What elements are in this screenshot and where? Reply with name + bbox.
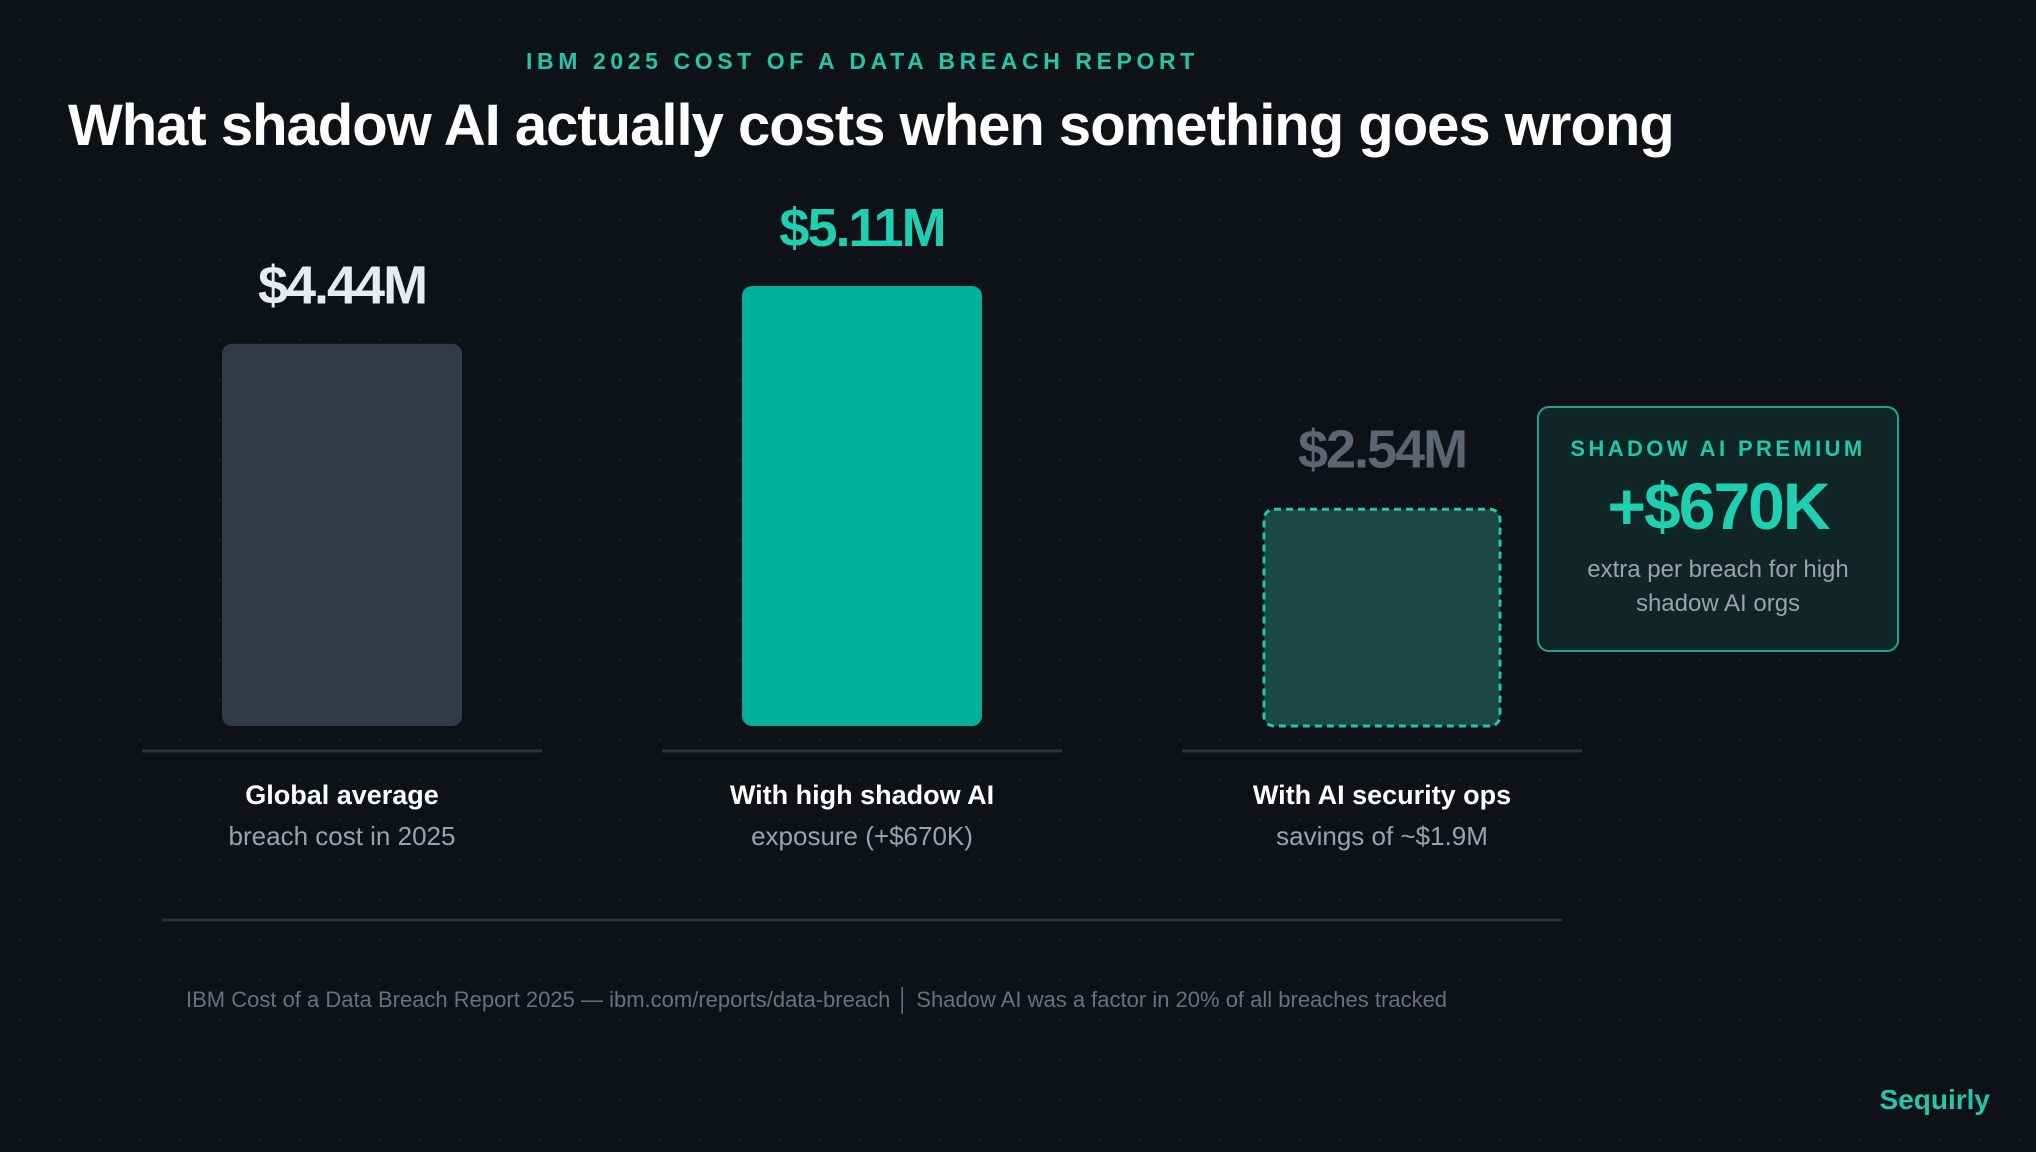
- bar-value-label-3: $2.54M: [1298, 419, 1466, 479]
- report-eyebrow: IBM 2025 COST OF A DATA BREACH REPORT: [526, 48, 1199, 74]
- bar-3: [1262, 507, 1502, 728]
- shadow-ai-premium-card: SHADOW AI PREMIUM +$670K extra per breac…: [1537, 406, 1899, 652]
- category-sublabel-1: breach cost in 2025: [229, 821, 456, 851]
- premium-value: +$670K: [1607, 469, 1830, 543]
- bar-value-label-1: $4.44M: [258, 256, 426, 316]
- category-sublabel-2: exposure (+$670K): [751, 821, 973, 851]
- premium-note: extra per breach for high shadow AI orgs: [1587, 556, 1849, 618]
- source-footnote: IBM Cost of a Data Breach Report 2025 — …: [186, 987, 1448, 1012]
- category-sublabel-3: savings of ~$1.9M: [1276, 821, 1488, 851]
- category-label-3: With AI security ops: [1253, 780, 1511, 810]
- category-label-1: Global average: [245, 780, 439, 810]
- bar-2: [742, 286, 982, 726]
- page-title: What shadow AI actually costs when somet…: [68, 93, 1675, 158]
- bar-1: [222, 343, 462, 726]
- brand-logo: Sequirly: [1879, 1084, 1990, 1115]
- bar-value-label-2: $5.11M: [779, 198, 944, 258]
- category-label-2: With high shadow AI: [730, 780, 994, 810]
- premium-eyebrow: SHADOW AI PREMIUM: [1570, 436, 1866, 461]
